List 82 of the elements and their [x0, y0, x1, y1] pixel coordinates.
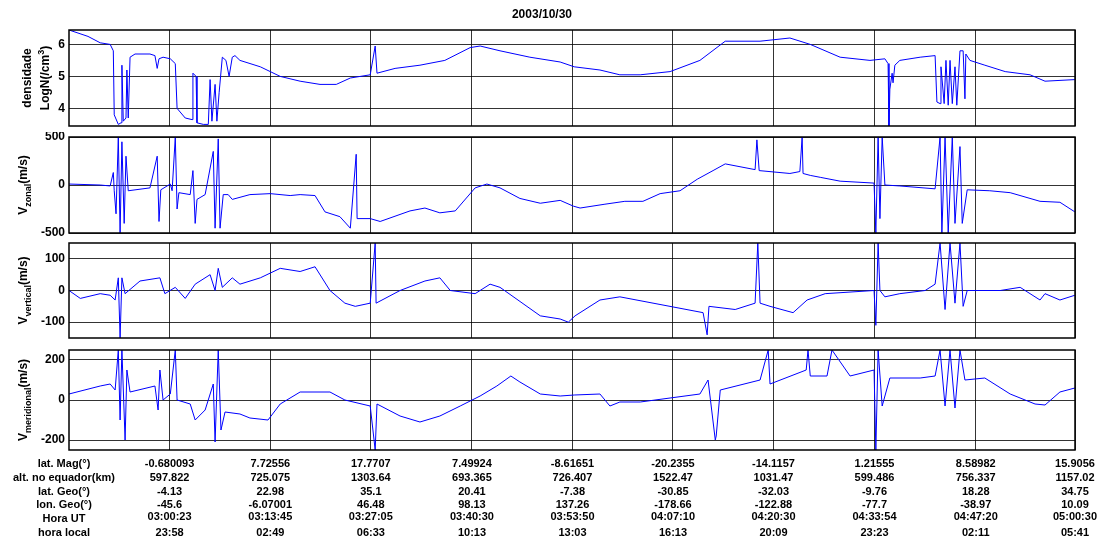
- text: 1522.47: [653, 470, 693, 483]
- text: 597.822: [149, 470, 190, 483]
- chart-title: 2003/10/30: [511, 7, 573, 22]
- y-tick-label: 0: [58, 177, 66, 192]
- x-tick-label: 03:00:23: [147, 509, 192, 522]
- text: 34.75: [1061, 484, 1089, 497]
- text: 22.98: [256, 484, 285, 497]
- text: 20:09: [759, 525, 788, 538]
- text: -178.66: [654, 498, 692, 511]
- x-tick-label: 04:47:20: [953, 509, 998, 522]
- text: 137.26: [555, 498, 590, 511]
- y-tick-label: -200: [40, 432, 66, 447]
- text: 1031.47: [753, 470, 794, 483]
- text: 23:58: [155, 525, 184, 538]
- text: -30.85: [657, 484, 689, 497]
- x-tick-label: 03:13:45: [248, 509, 293, 522]
- text: -45.6: [157, 498, 183, 511]
- x-tick-label: 03:40:30: [449, 509, 494, 522]
- text: hora local: [38, 525, 90, 538]
- text: 05:41: [1060, 525, 1090, 538]
- text: 46.48: [357, 498, 385, 511]
- text: -20.2355: [651, 457, 695, 470]
- x-tick-label: 03:27:05: [348, 509, 393, 522]
- y-tick-label: 0: [58, 392, 66, 407]
- y-axis-title: Vmeridional(m/s): [16, 358, 33, 442]
- text: 599.486: [854, 470, 895, 483]
- text: 1.21555: [854, 457, 895, 470]
- y-tick-label: 0: [58, 282, 66, 297]
- text: 7.49924: [452, 457, 493, 470]
- text: 8.58982: [955, 457, 996, 470]
- y-tick-label: -100: [40, 314, 66, 329]
- y-tick-label: 100: [44, 251, 66, 266]
- text: 7.72556: [250, 457, 291, 470]
- text: 02:49: [256, 525, 285, 538]
- text: 23:23: [860, 525, 889, 538]
- text: 10.09: [1061, 498, 1089, 511]
- y-tick-label: 6: [58, 36, 66, 51]
- text: lat. Mag(°): [37, 457, 91, 470]
- text: 756.337: [955, 470, 996, 483]
- x-tick-label: 04:20:30: [751, 509, 796, 522]
- text: 15.9056: [1055, 457, 1095, 470]
- text: -8.61651: [550, 457, 595, 470]
- x-tick-label: 05:00:30: [1052, 509, 1098, 522]
- y-tick-label: 4: [58, 100, 66, 115]
- text: 20.41: [458, 484, 486, 497]
- text: 1157.02: [1055, 470, 1095, 483]
- y-axis-title: Vzonal(m/s): [16, 155, 33, 215]
- text: 18.28: [961, 484, 990, 497]
- text: -4.13: [157, 484, 183, 497]
- text: -14.1157: [752, 457, 795, 470]
- text: -7.38: [559, 484, 586, 497]
- text: 16:13: [658, 525, 688, 538]
- y-tick-label: 5: [58, 68, 66, 83]
- text: -77.7: [861, 498, 888, 511]
- text: 98.13: [458, 498, 486, 511]
- text: -32.03: [757, 484, 790, 497]
- text: 02:11: [961, 525, 990, 538]
- text: 725.075: [250, 470, 291, 483]
- x-tick-label: 04:33:54: [852, 509, 898, 522]
- text: Hora UT: [42, 512, 86, 525]
- text: -122.88: [754, 498, 793, 511]
- text: lat. Geo(°): [37, 484, 91, 497]
- text: 10:13: [457, 525, 487, 538]
- x-tick-label: 04:07:10: [650, 509, 695, 522]
- text: -38.97: [960, 498, 992, 511]
- y-tick-label: -500: [40, 225, 66, 240]
- text: 1303.64: [350, 470, 392, 483]
- text: 13:03: [558, 525, 587, 538]
- text: -9.76: [861, 484, 888, 497]
- text: 17.7707: [350, 457, 391, 470]
- text: 693.365: [452, 470, 492, 483]
- text: alt. no equador(km): [12, 470, 116, 483]
- y-tick-label: 500: [44, 129, 66, 144]
- text: 726.407: [552, 470, 593, 483]
- text: -6.07001: [248, 498, 293, 511]
- x-tick-label: 03:53:50: [550, 509, 595, 522]
- text: 35.1: [360, 484, 382, 497]
- y-tick-label: 200: [44, 352, 66, 367]
- y-axis-title: Vvertical(m/s): [16, 256, 33, 325]
- text: lon. Geo(°): [36, 498, 93, 511]
- text: -0.680093: [144, 457, 195, 470]
- text: 06:33: [356, 525, 385, 538]
